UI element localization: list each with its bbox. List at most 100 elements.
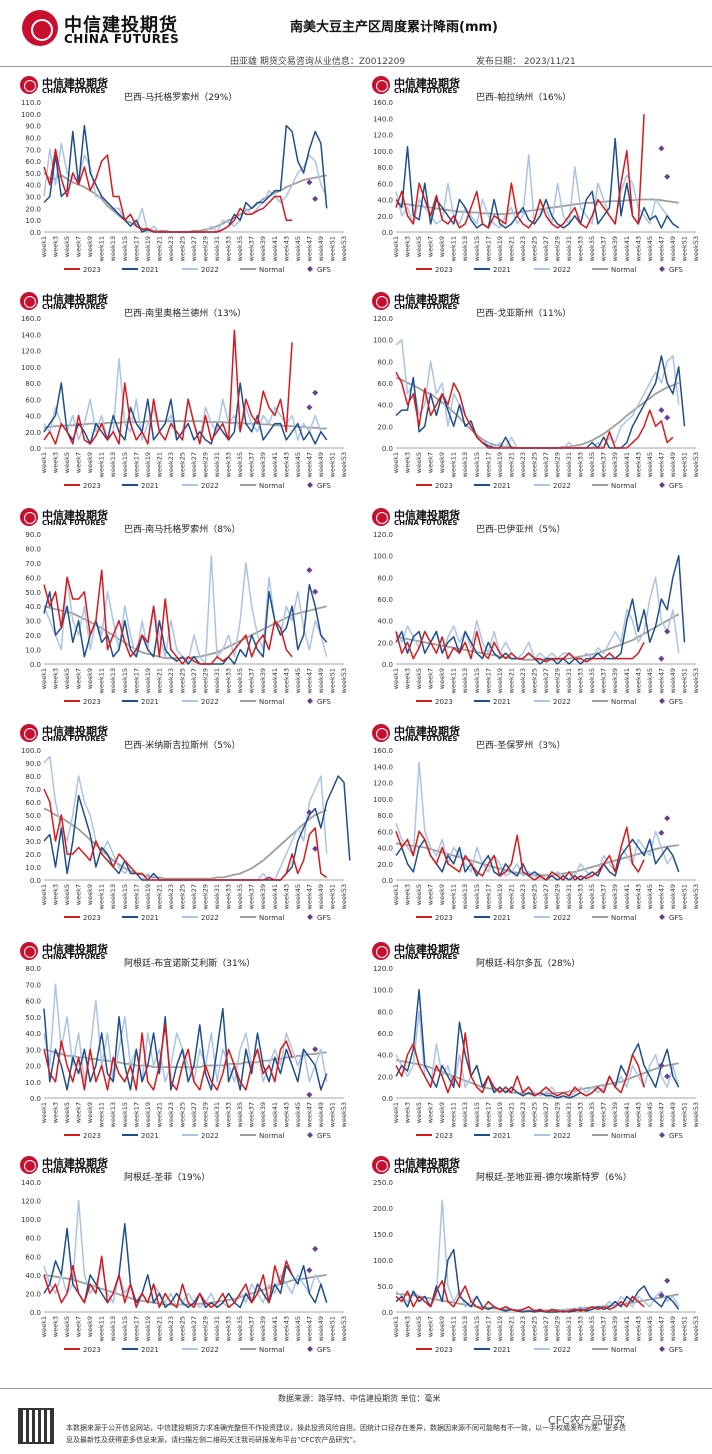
- x-tick-label: week29: [554, 1316, 562, 1341]
- logo-icon: [372, 76, 390, 94]
- x-tick-label: week23: [167, 1316, 175, 1341]
- header-divider: [0, 66, 712, 67]
- y-tick-label: 50.0: [25, 812, 41, 820]
- panel-logo-en: CHINA FUTURES: [394, 87, 458, 95]
- x-tick-label: week1: [40, 668, 48, 689]
- legend-label: 2023: [83, 266, 101, 274]
- legend-label: 2022: [553, 1132, 571, 1140]
- x-tick-label: week19: [496, 1316, 504, 1341]
- legend-label: 2023: [435, 266, 453, 274]
- x-tick-label: week31: [213, 1316, 221, 1341]
- y-tick-label: 120.0: [373, 780, 393, 788]
- legend-label: 2021: [493, 698, 511, 706]
- legend-label: 2021: [141, 1132, 159, 1140]
- x-tick-label: week13: [461, 236, 469, 261]
- y-tick-label: 110.0: [21, 99, 41, 107]
- x-tick-label: week9: [438, 668, 446, 689]
- x-tick-label: week39: [259, 1316, 267, 1341]
- x-tick-label: week5: [63, 1102, 71, 1123]
- x-tick-label: week31: [565, 1102, 573, 1127]
- legend-marker-gfs: [307, 482, 313, 488]
- legend-label: 2023: [435, 914, 453, 922]
- y-tick-label: 120.0: [373, 531, 393, 539]
- y-tick-label: 120.0: [373, 965, 393, 973]
- x-tick-label: week39: [259, 236, 267, 261]
- y-tick-label: 60.0: [377, 596, 393, 604]
- x-tick-label: week7: [75, 1316, 83, 1337]
- x-tick-label: week29: [554, 236, 562, 261]
- gfs-marker: [312, 588, 319, 595]
- series-line-2023: [43, 1024, 293, 1091]
- chart-title: 巴西-戈亚斯州（11%）: [476, 309, 572, 319]
- x-tick-label: week17: [132, 668, 140, 693]
- report-title: 南美大豆主产区周度累计降雨(mm): [290, 20, 498, 35]
- x-tick-label: week23: [167, 1102, 175, 1127]
- x-tick-label: week33: [577, 668, 585, 693]
- y-tick-label: 20.0: [25, 851, 41, 859]
- y-tick-label: 40.0: [25, 1030, 41, 1038]
- chart-svg: 0.0 10.0 20.0 30.0 40.0 50.0 60.0 70.0 80.0 90.0 1…: [21, 747, 351, 922]
- x-tick-label: week53: [692, 452, 700, 477]
- gfs-marker: [658, 1292, 665, 1299]
- y-tick-label: 40.0: [377, 1052, 393, 1060]
- x-tick-label: week35: [588, 1316, 596, 1341]
- y-tick-label: 60.0: [25, 158, 41, 166]
- x-tick-label: week27: [190, 1316, 198, 1341]
- legend-label: 2022: [201, 266, 219, 274]
- y-tick-label: 0.0: [382, 1095, 393, 1103]
- legend-label: 2023: [83, 914, 101, 922]
- chart-svg: 0.0 20.0 40.0 60.0 80.0 100.0 120.0 140.0 160.0 w…: [373, 747, 700, 922]
- x-tick-label: week9: [86, 884, 94, 905]
- x-tick-label: week47: [305, 236, 313, 261]
- x-tick-label: week27: [190, 236, 198, 261]
- series-line-2021: [395, 988, 680, 1099]
- series-line-normal: [395, 376, 680, 449]
- x-tick-label: week3: [52, 1102, 60, 1123]
- chart-panel: 0.0 20.0 40.0 60.0 80.0 100.0 120.0 140.0 week1 w…: [14, 1152, 354, 1362]
- x-tick-label: week27: [190, 884, 198, 909]
- chart-title: 巴西-圣保罗州（3%）: [476, 741, 566, 751]
- x-tick-label: week43: [282, 452, 290, 477]
- x-tick-label: week43: [282, 1102, 290, 1127]
- legend-label: 2021: [493, 266, 511, 274]
- x-tick-label: week3: [404, 884, 412, 905]
- y-tick-label: 100.0: [373, 1257, 393, 1265]
- panel-logo-cn: 中信建投期货: [42, 509, 108, 522]
- series-line-normal: [395, 613, 680, 661]
- chart-panel: 0.0 50.0 100.0 150.0 200.0 250.0 week1 week3 wee…: [366, 1152, 706, 1362]
- gfs-marker: [664, 628, 671, 635]
- x-tick-label: week47: [657, 884, 665, 909]
- x-tick-label: week35: [588, 668, 596, 693]
- x-tick-label: week17: [484, 1316, 492, 1341]
- x-tick-label: week53: [692, 236, 700, 261]
- x-tick-label: week29: [202, 668, 210, 693]
- legend-label: 2022: [201, 698, 219, 706]
- y-tick-label: 150.0: [373, 1231, 393, 1239]
- x-tick-label: week35: [236, 1316, 244, 1341]
- x-tick-label: week23: [167, 884, 175, 909]
- gfs-marker: [664, 414, 671, 421]
- panel-logo-en: CHINA FUTURES: [394, 1167, 458, 1175]
- x-tick-label: week35: [236, 452, 244, 477]
- y-tick-label: 120.0: [21, 1198, 41, 1206]
- y-tick-label: 40.0: [377, 618, 393, 626]
- logo-icon: [372, 508, 390, 526]
- x-tick-label: week47: [657, 236, 665, 261]
- x-tick-label: week3: [404, 452, 412, 473]
- y-tick-label: 20.0: [377, 861, 393, 869]
- x-tick-label: week39: [611, 668, 619, 693]
- x-tick-label: week51: [680, 668, 688, 693]
- gfs-marker: [306, 1091, 313, 1098]
- x-tick-label: week39: [259, 1102, 267, 1127]
- x-tick-label: week43: [282, 884, 290, 909]
- y-tick-label: 80.0: [25, 965, 41, 973]
- x-tick-label: week35: [236, 236, 244, 261]
- y-tick-label: 140.0: [373, 115, 393, 123]
- x-tick-label: week5: [415, 668, 423, 689]
- x-tick-label: week15: [121, 668, 129, 693]
- legend-label: GFS: [669, 698, 683, 706]
- x-tick-label: week3: [404, 1316, 412, 1337]
- x-tick-label: week33: [225, 668, 233, 693]
- x-tick-label: week19: [144, 236, 152, 261]
